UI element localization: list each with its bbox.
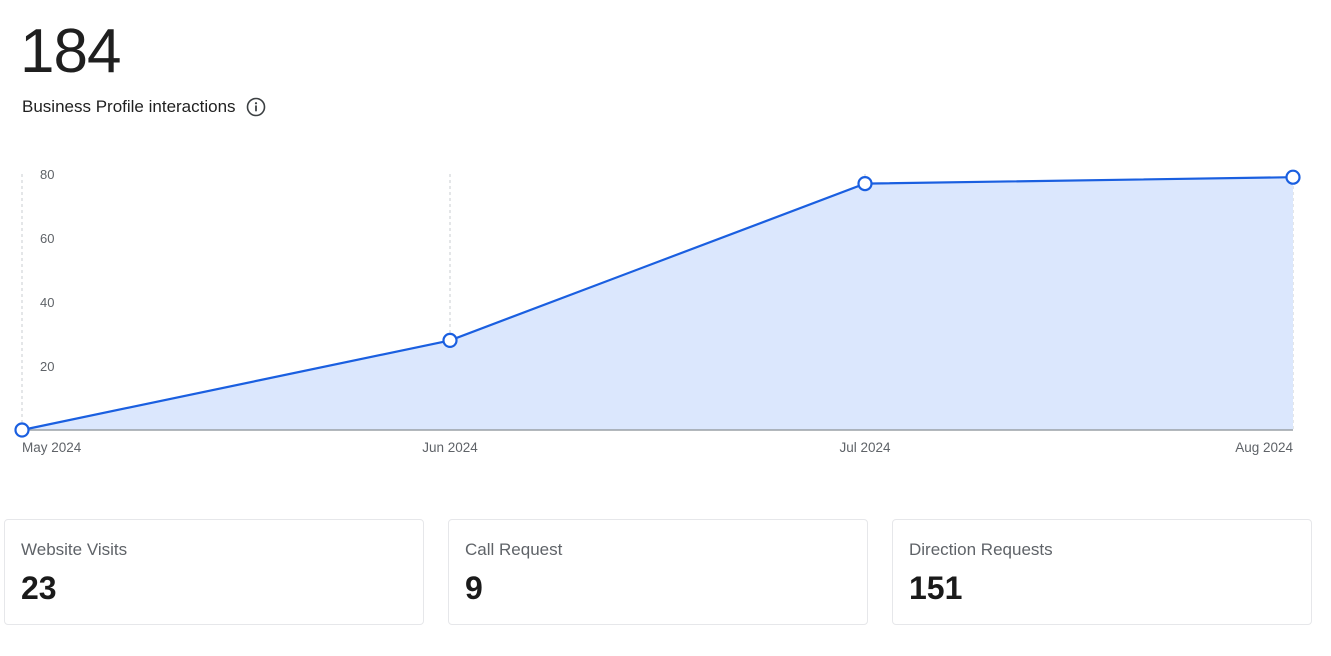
y-tick-label: 60 [40, 231, 54, 246]
y-tick-label: 20 [40, 359, 54, 374]
interactions-area-chart: 20 40 60 80 May 2024 Jun 2024 Jul 2024 Aug 2024 [0, 160, 1331, 470]
metric-label: Direction Requests [909, 540, 1053, 559]
x-tick-label: Jul 2024 [839, 440, 891, 455]
series-line [21, 176, 1294, 432]
data-point-marker [1285, 169, 1301, 185]
x-tick-label: Jun 2024 [422, 440, 478, 455]
metric-value: 151 [909, 570, 963, 606]
metric-value: 9 [465, 570, 483, 606]
metric-card-direction-requests: Direction Requests 151 [892, 519, 1312, 625]
chart-title: Business Profile interactions [22, 97, 236, 116]
y-tick-label: 40 [40, 295, 54, 310]
metric-cards: Website Visits 23 Call Request 9 Directi… [4, 519, 1312, 625]
metric-value: 23 [21, 570, 57, 606]
data-point-marker [442, 332, 458, 348]
area-fill [22, 177, 1293, 430]
total-interactions-value: 184 [20, 17, 121, 86]
data-point-marker [14, 422, 30, 438]
metric-label: Website Visits [21, 540, 128, 559]
x-tick-label: Aug 2024 [1235, 440, 1293, 455]
x-tick-label: May 2024 [22, 440, 82, 455]
metric-card-website-visits: Website Visits 23 [4, 519, 424, 625]
info-icon[interactable] [246, 97, 266, 117]
metric-label: Call Request [465, 540, 563, 559]
metric-card-call-request: Call Request 9 [448, 519, 868, 625]
y-tick-label: 80 [40, 167, 54, 182]
chart-canvas: 20 40 60 80 May 2024 Jun 2024 Jul 2024 Aug 2024 [14, 167, 1301, 455]
data-point-marker [857, 176, 873, 192]
chart-title-row: Business Profile interactions [22, 97, 266, 117]
